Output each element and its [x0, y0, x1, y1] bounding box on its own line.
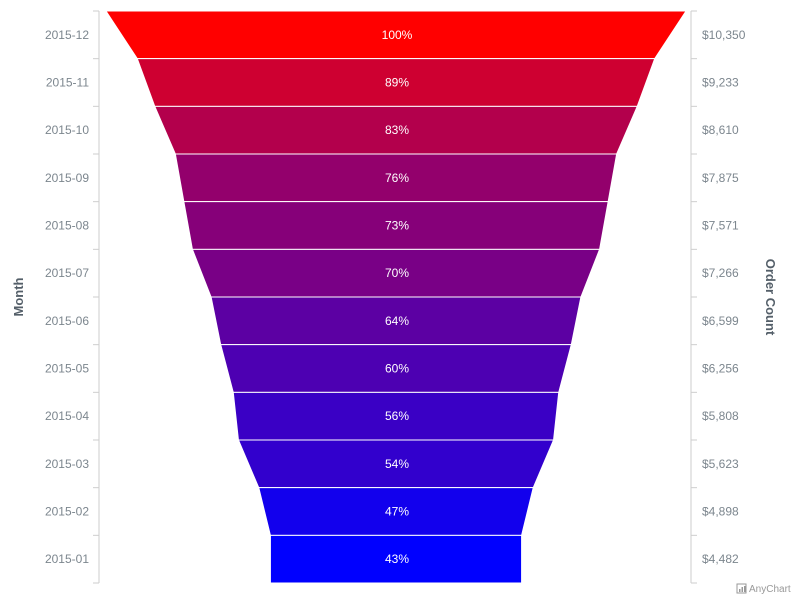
right-axis: $10,350 $9,233 $8,610 $7,875 $7,571 $7,266 $6,… [690, 10, 746, 584]
category-label: 2015-02 [45, 505, 89, 519]
credits-label: AnyChart [749, 584, 791, 595]
percent-label: 56% [385, 409, 409, 423]
value-label: $6,599 [702, 314, 739, 328]
category-label: 2015-06 [45, 314, 89, 328]
value-label: $7,571 [702, 219, 739, 233]
chart-icon [736, 583, 747, 594]
percent-label: 43% [385, 552, 409, 566]
right-axis-title: Order Count [763, 259, 778, 336]
category-label: 2015-07 [45, 266, 89, 280]
percent-label: 89% [385, 76, 409, 90]
percent-label: 70% [385, 266, 409, 280]
value-label: $5,808 [702, 409, 739, 423]
percent-label: 54% [385, 457, 409, 471]
category-label: 2015-04 [45, 409, 89, 423]
value-label: $9,233 [702, 76, 739, 90]
value-label: $8,610 [702, 123, 739, 137]
left-axis: 2015-12 2015-11 2015-10 2015-09 2015-08 2015-… [45, 10, 100, 584]
funnel-segments: 100% 89% 83% 76% 73% 70% 64% 60% 56% 54% 47% 43% [105, 10, 687, 584]
value-label: $4,482 [702, 552, 739, 566]
category-label: 2015-03 [45, 457, 89, 471]
left-axis-title: Month [11, 277, 26, 316]
value-label: $7,266 [702, 266, 739, 280]
percent-label: 60% [385, 362, 409, 376]
percent-label: 100% [382, 28, 413, 42]
funnel-segment-2015-01[interactable] [269, 534, 523, 584]
value-label: $10,350 [702, 28, 746, 42]
value-label: $4,898 [702, 505, 739, 519]
value-label: $6,256 [702, 362, 739, 376]
category-label: 2015-09 [45, 171, 89, 185]
category-label: 2015-05 [45, 362, 89, 376]
category-label: 2015-10 [45, 123, 89, 137]
percent-label: 64% [385, 314, 409, 328]
category-label: 2015-01 [45, 552, 89, 566]
category-label: 2015-08 [45, 219, 89, 233]
value-label: $5,623 [702, 457, 739, 471]
percent-label: 76% [385, 171, 409, 185]
category-label: 2015-11 [46, 76, 89, 90]
percent-label: 83% [385, 123, 409, 137]
category-label: 2015-12 [45, 28, 89, 42]
percent-label: 73% [385, 219, 409, 233]
value-label: $7,875 [702, 171, 739, 185]
credits[interactable]: AnyChart [736, 583, 791, 595]
percent-label: 47% [385, 505, 409, 519]
